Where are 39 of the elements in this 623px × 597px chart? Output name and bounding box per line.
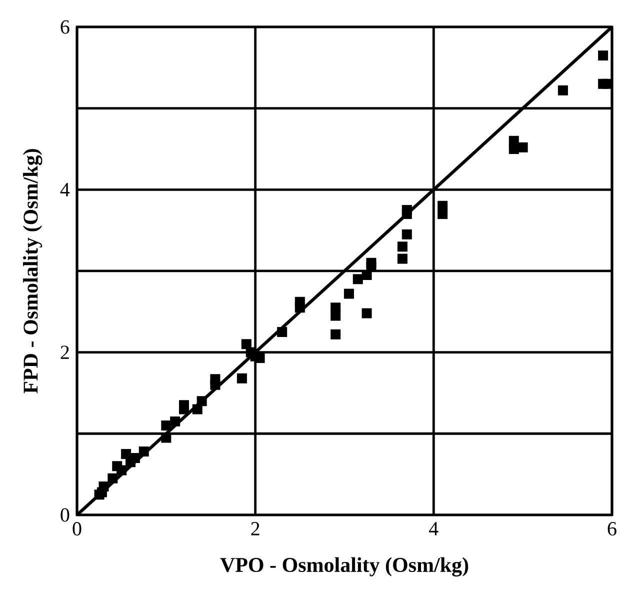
y-tick-label: 4 — [60, 183, 70, 196]
point — [236, 373, 247, 384]
x-tick-label: 0 — [72, 522, 82, 536]
point — [397, 242, 408, 252]
point — [362, 308, 372, 318]
x-tick-label: 6 — [608, 522, 616, 536]
point — [130, 453, 140, 464]
point — [438, 209, 448, 220]
point — [402, 229, 412, 240]
point — [96, 487, 107, 498]
point — [598, 50, 608, 60]
point — [196, 396, 207, 406]
y-tick-label: 2 — [60, 346, 69, 359]
point — [344, 288, 354, 299]
x-axis-title: VPO - Osmolality (Osm/kg) — [220, 557, 468, 576]
y-axis-title: FPD - Osmolality (Osm/kg) — [23, 149, 42, 394]
point — [330, 310, 341, 321]
point — [330, 329, 341, 340]
point — [518, 142, 528, 152]
point — [161, 420, 172, 431]
point — [138, 446, 149, 457]
point — [352, 274, 363, 284]
point — [397, 254, 408, 264]
point — [192, 404, 202, 414]
point — [277, 326, 288, 337]
point — [241, 339, 252, 350]
point — [108, 473, 118, 484]
point — [402, 204, 412, 215]
point — [116, 465, 127, 476]
point — [210, 374, 220, 384]
point — [170, 416, 180, 426]
y-tick-label: 0 — [60, 508, 70, 522]
point — [558, 85, 568, 96]
point — [366, 258, 376, 268]
point — [508, 144, 519, 154]
x-tick-label: 4 — [429, 522, 438, 536]
x-tick-label: 2 — [251, 522, 260, 536]
point — [294, 296, 305, 307]
y-tick-label: 6 — [60, 20, 70, 34]
